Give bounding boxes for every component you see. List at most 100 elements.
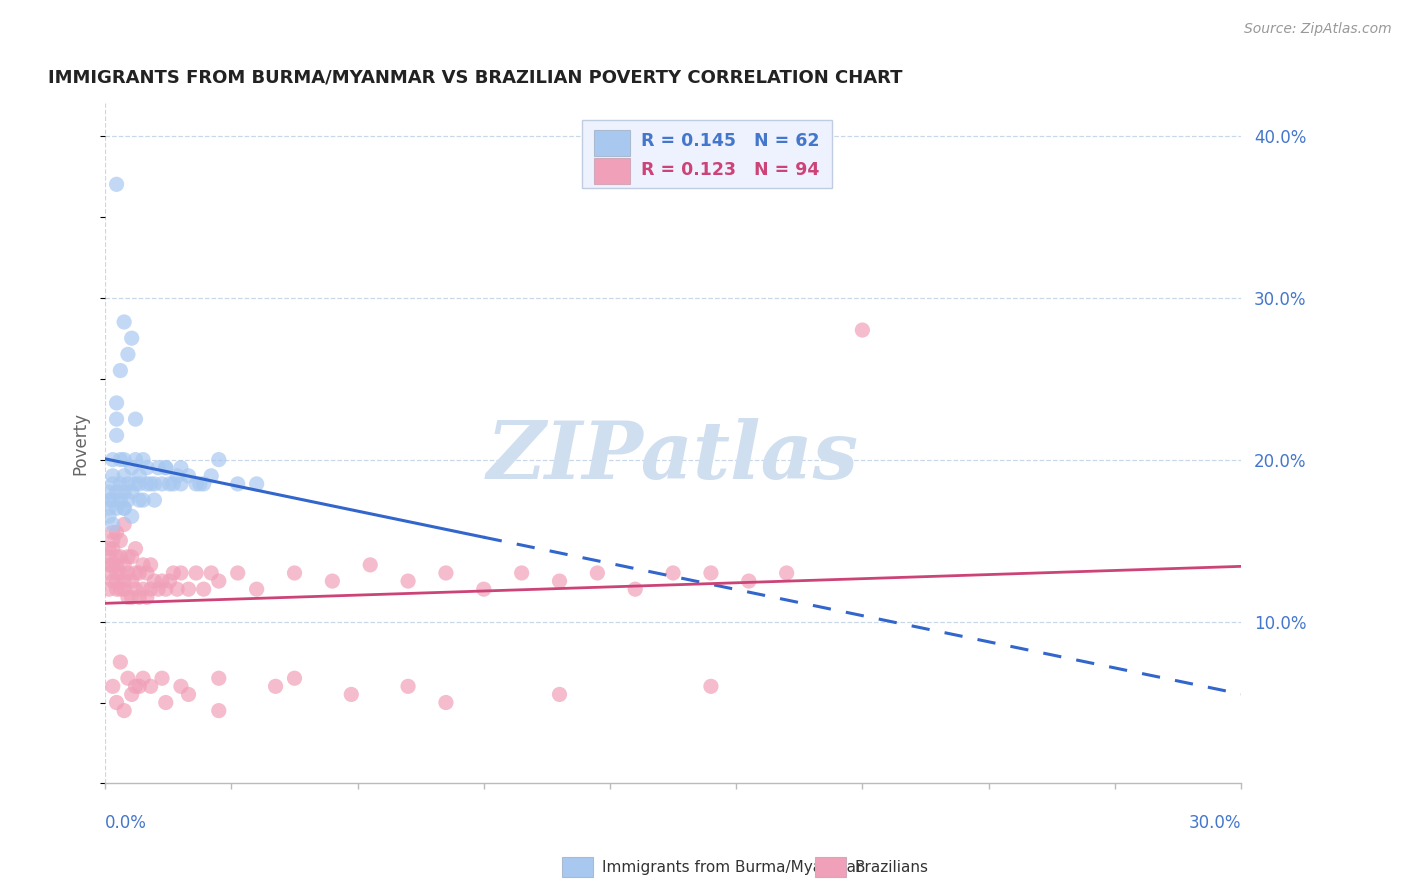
Point	[105, 428, 128, 442]
Point	[112, 468, 135, 483]
Point	[264, 679, 287, 693]
Point	[98, 558, 121, 572]
Point	[143, 476, 166, 491]
Point	[117, 549, 139, 564]
Point	[148, 582, 170, 597]
Point	[105, 549, 128, 564]
Text: 0.0%: 0.0%	[105, 814, 148, 832]
Point	[662, 566, 685, 580]
Point	[110, 549, 132, 564]
Point	[112, 582, 135, 597]
Point	[105, 396, 128, 410]
Point	[101, 468, 124, 483]
Point	[98, 509, 121, 524]
Point	[110, 493, 132, 508]
Point	[105, 501, 128, 516]
Point	[101, 525, 124, 540]
Point	[139, 582, 162, 597]
Point	[101, 574, 124, 588]
Point	[128, 476, 150, 491]
Point	[121, 331, 143, 345]
Point	[112, 315, 135, 329]
Point	[177, 688, 200, 702]
Point	[110, 582, 132, 597]
Point	[117, 566, 139, 580]
Point	[101, 452, 124, 467]
Point	[359, 558, 381, 572]
Point	[121, 460, 143, 475]
Point	[110, 566, 132, 580]
Point	[121, 549, 143, 564]
Point	[624, 582, 647, 597]
Point	[124, 541, 146, 556]
Point	[124, 679, 146, 693]
Point	[548, 688, 571, 702]
Point	[155, 460, 177, 475]
Point	[105, 485, 128, 500]
Point	[132, 558, 155, 572]
Point	[200, 468, 222, 483]
Point	[166, 582, 188, 597]
Point	[162, 566, 184, 580]
Point	[124, 582, 146, 597]
Point	[139, 679, 162, 693]
Point	[124, 452, 146, 467]
Point	[117, 493, 139, 508]
Point	[775, 566, 797, 580]
Point	[208, 671, 231, 685]
Point	[340, 688, 363, 702]
Point	[159, 574, 181, 588]
Y-axis label: Poverty: Poverty	[72, 412, 89, 475]
Point	[112, 452, 135, 467]
Text: IMMIGRANTS FROM BURMA/MYANMAR VS BRAZILIAN POVERTY CORRELATION CHART: IMMIGRANTS FROM BURMA/MYANMAR VS BRAZILI…	[48, 69, 903, 87]
Point	[112, 574, 135, 588]
Point	[132, 671, 155, 685]
Point	[738, 574, 761, 588]
Point	[143, 493, 166, 508]
Point	[128, 493, 150, 508]
Point	[548, 574, 571, 588]
Point	[208, 452, 231, 467]
Point	[170, 460, 193, 475]
Point	[200, 566, 222, 580]
Point	[139, 558, 162, 572]
FancyBboxPatch shape	[582, 120, 832, 188]
Point	[101, 476, 124, 491]
Text: R = 0.145   N = 62: R = 0.145 N = 62	[641, 132, 820, 150]
Point	[98, 501, 121, 516]
FancyBboxPatch shape	[593, 158, 630, 184]
Point	[105, 178, 128, 192]
Point	[184, 476, 207, 491]
Point	[226, 476, 249, 491]
Point	[117, 591, 139, 605]
Point	[226, 566, 249, 580]
Point	[155, 460, 177, 475]
Point	[155, 582, 177, 597]
Point	[434, 566, 457, 580]
Point	[124, 412, 146, 426]
Point	[132, 582, 155, 597]
Point	[112, 704, 135, 718]
Point	[110, 533, 132, 548]
Point	[98, 582, 121, 597]
Point	[101, 679, 124, 693]
Point	[98, 485, 121, 500]
Point	[177, 468, 200, 483]
Point	[135, 476, 157, 491]
Point	[135, 566, 157, 580]
Text: Source: ZipAtlas.com: Source: ZipAtlas.com	[1244, 22, 1392, 37]
Point	[98, 566, 121, 580]
Point	[246, 582, 269, 597]
Point	[135, 460, 157, 475]
Point	[246, 476, 269, 491]
Point	[166, 468, 188, 483]
Point	[121, 509, 143, 524]
Point	[121, 591, 143, 605]
Point	[128, 679, 150, 693]
Point	[148, 460, 170, 475]
Point	[128, 468, 150, 483]
Point	[155, 696, 177, 710]
Text: 30.0%: 30.0%	[1188, 814, 1241, 832]
Point	[586, 566, 609, 580]
Point	[472, 582, 495, 597]
